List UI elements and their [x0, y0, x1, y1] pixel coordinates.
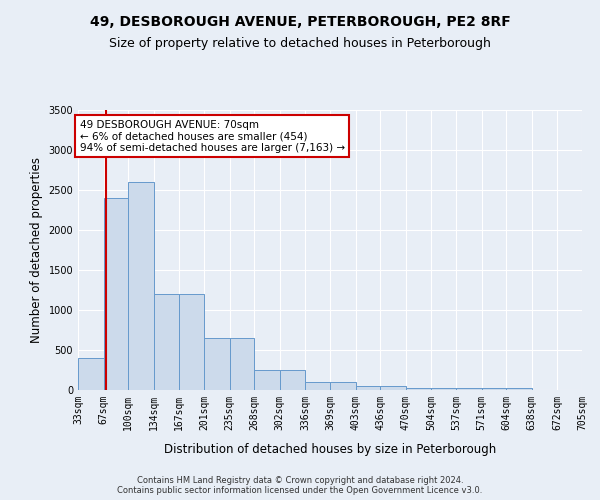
Text: Contains HM Land Registry data © Crown copyright and database right 2024.
Contai: Contains HM Land Registry data © Crown c… — [118, 476, 482, 495]
Bar — [482, 388, 506, 390]
Bar — [128, 182, 154, 390]
Bar — [330, 382, 355, 390]
Bar — [456, 388, 482, 390]
Bar — [406, 388, 431, 390]
Bar — [380, 386, 406, 390]
Bar — [254, 370, 280, 390]
Bar — [431, 388, 456, 390]
Bar — [78, 358, 104, 390]
Bar — [154, 294, 179, 390]
Text: 49 DESBOROUGH AVENUE: 70sqm
← 6% of detached houses are smaller (454)
94% of sem: 49 DESBOROUGH AVENUE: 70sqm ← 6% of deta… — [79, 120, 344, 153]
Text: Distribution of detached houses by size in Peterborough: Distribution of detached houses by size … — [164, 442, 496, 456]
Bar — [204, 338, 229, 390]
Bar — [104, 198, 128, 390]
Bar — [506, 388, 532, 390]
Text: 49, DESBOROUGH AVENUE, PETERBOROUGH, PE2 8RF: 49, DESBOROUGH AVENUE, PETERBOROUGH, PE2… — [89, 15, 511, 29]
Bar — [305, 382, 330, 390]
Bar — [229, 338, 254, 390]
Text: Size of property relative to detached houses in Peterborough: Size of property relative to detached ho… — [109, 38, 491, 51]
Bar — [355, 386, 380, 390]
Bar — [280, 370, 305, 390]
Bar — [179, 294, 204, 390]
Y-axis label: Number of detached properties: Number of detached properties — [30, 157, 43, 343]
